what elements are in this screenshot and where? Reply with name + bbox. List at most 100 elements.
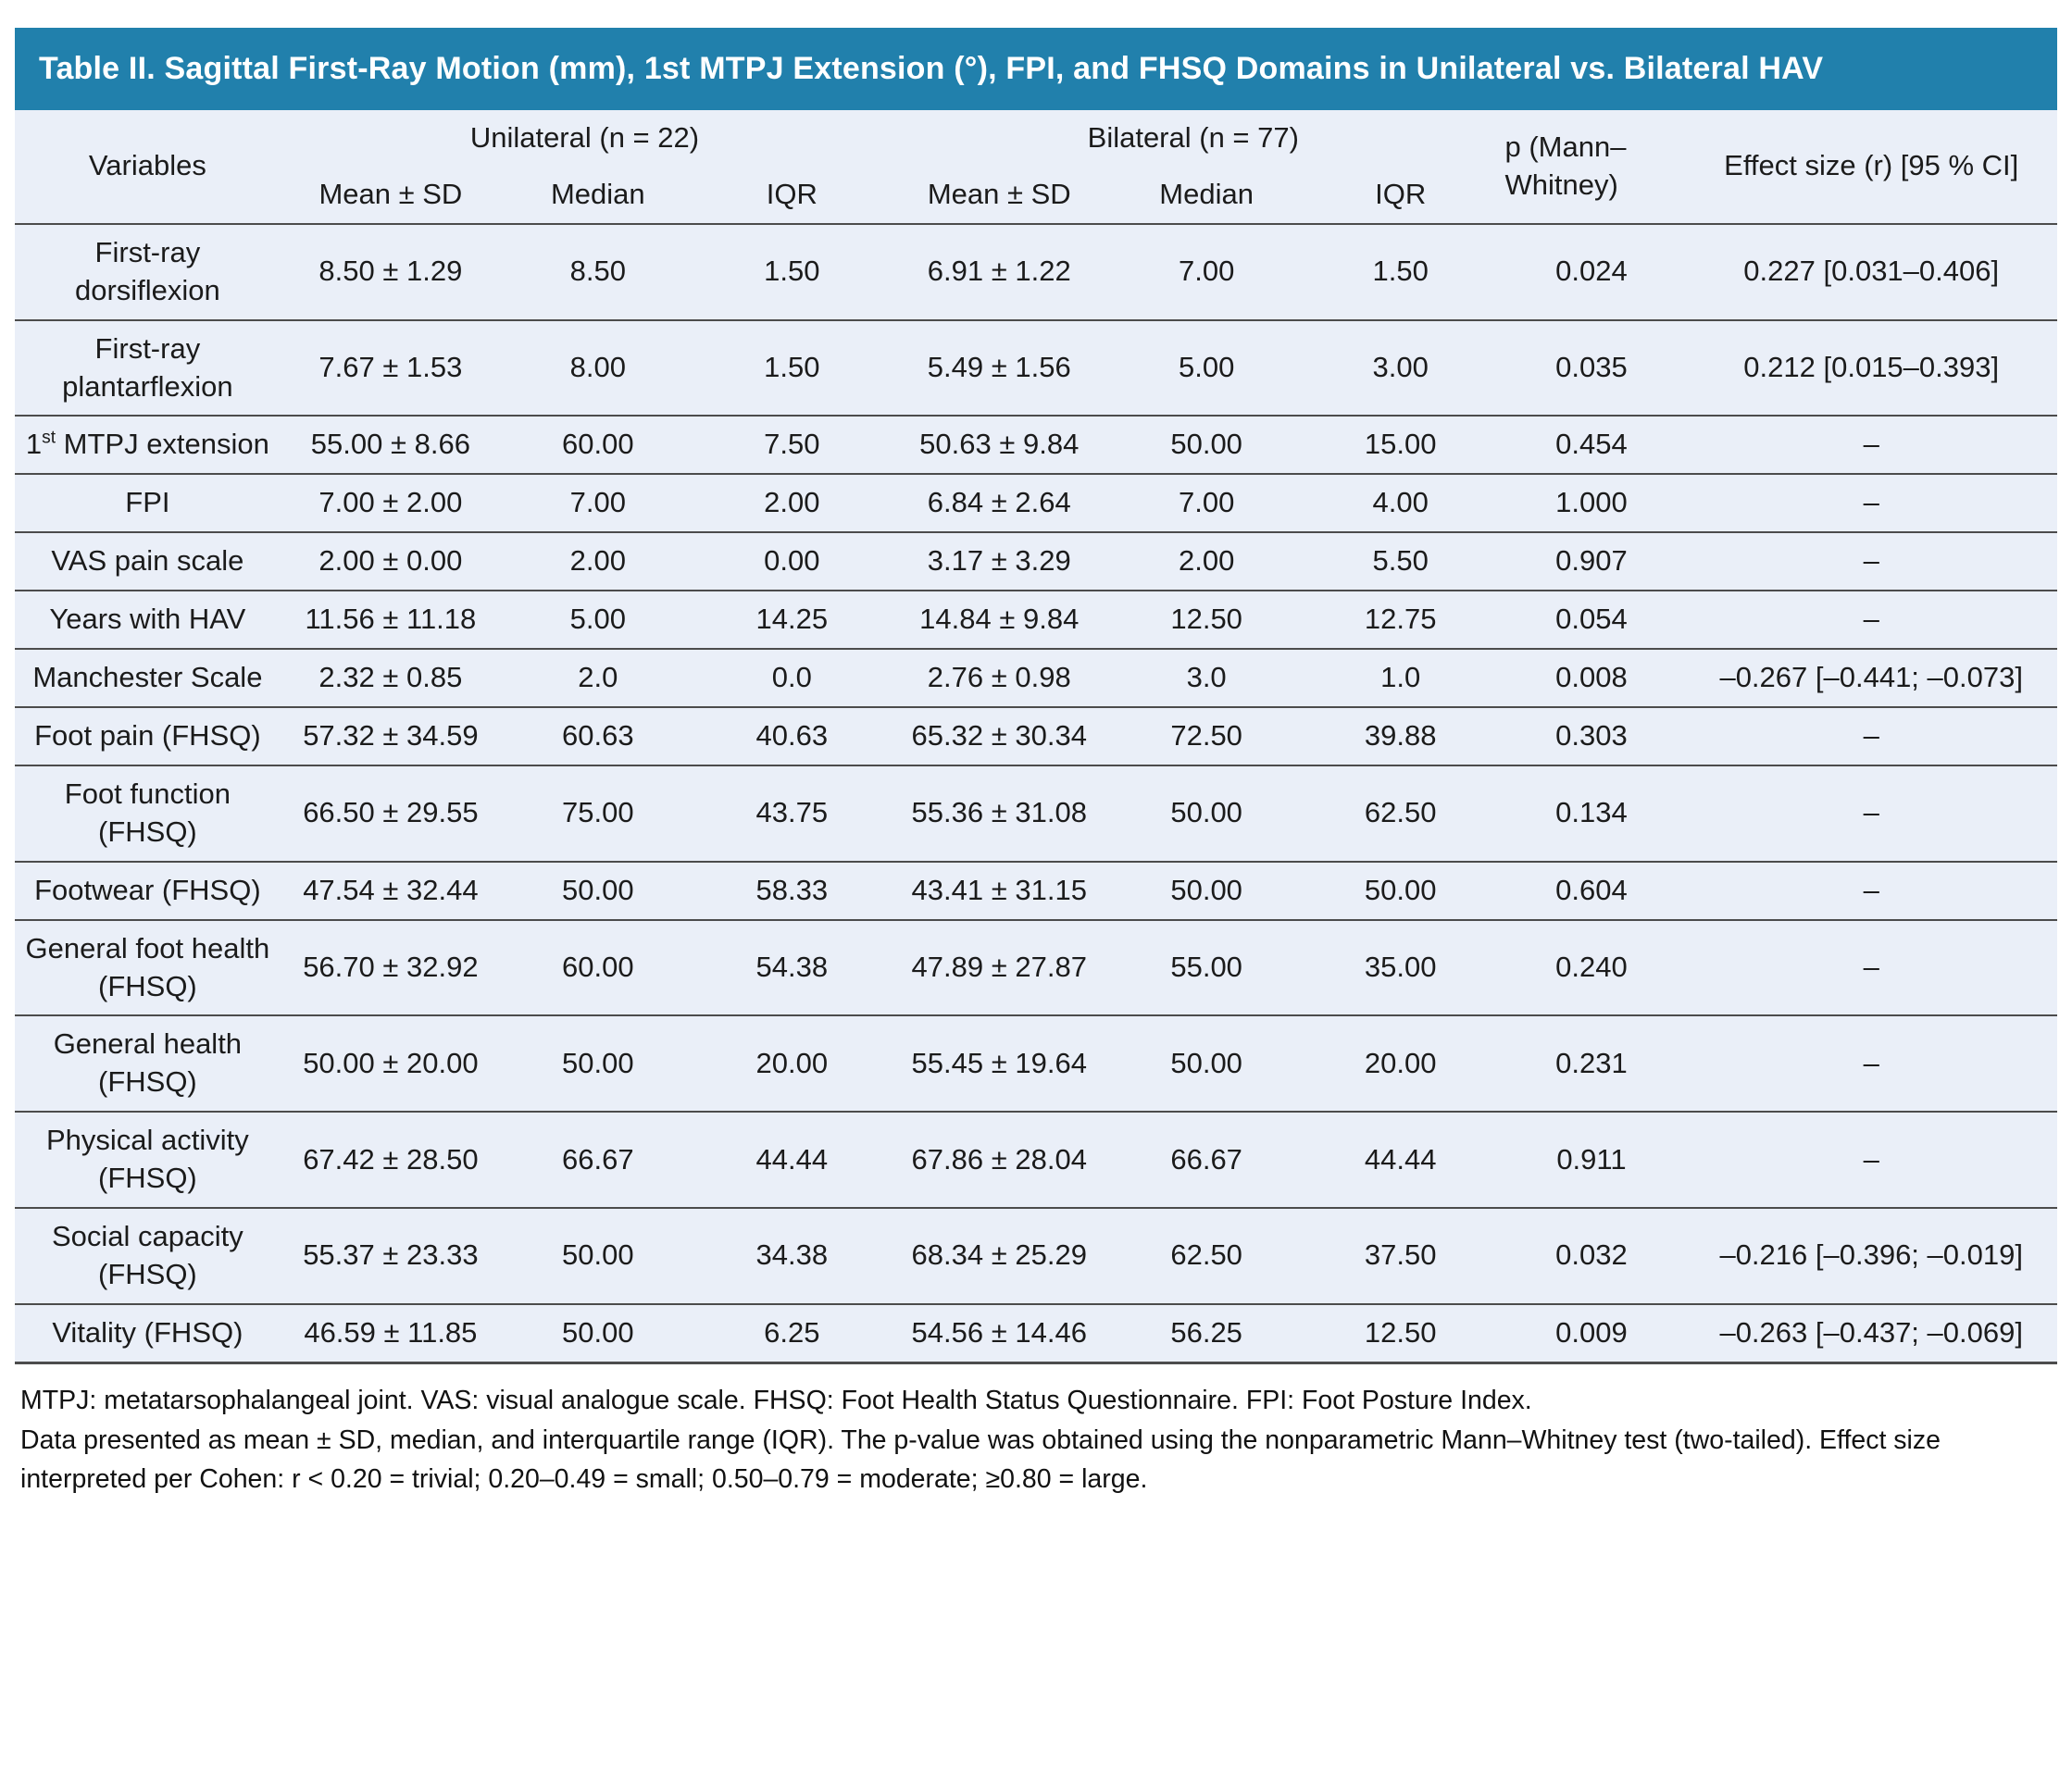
cell-uni-median: 2.0: [578, 661, 618, 694]
table-row: General health (FHSQ) 50.00 ± 20.00 50.00 2…: [15, 1015, 2057, 1113]
cell-variable: VAS pain scale: [51, 544, 244, 578]
table-row: Manchester Scale 2.32 ± 0.85 2.0 0.0 2.76 ± …: [15, 649, 2057, 707]
cell-uni-mean-sd: 11.56 ± 11.18: [305, 603, 477, 636]
cell-uni-mean-sd: 7.00 ± 2.00: [318, 486, 463, 519]
cell-bi-iqr: 50.00: [1364, 873, 1437, 906]
column-group-unilateral: Unilateral (n = 22): [469, 121, 700, 154]
cell-uni-mean-sd: 7.67 ± 1.53: [318, 351, 463, 384]
cell-uni-iqr: 1.50: [764, 351, 820, 384]
cell-effect-size: –: [1863, 951, 1879, 984]
header-sub-row: Mean ± SD Median IQR Mean ± SD Median IQ…: [15, 167, 2057, 224]
cell-uni-median: 60.00: [561, 951, 634, 984]
footnote-abbreviations: MTPJ: metatarsophalangeal joint. VAS: vi…: [20, 1385, 1532, 1415]
table-row: First-ray dorsiflexion 8.50 ± 1.29 8.50 1.5…: [15, 224, 2057, 320]
cell-uni-median: 60.00: [561, 428, 634, 461]
header-group-row: Variables Unilateral (n = 22) Bilateral …: [15, 110, 2057, 201]
cell-p-value: 0.035: [1555, 351, 1628, 384]
cell-uni-iqr: 0.00: [764, 544, 820, 578]
cell-variable: FPI: [125, 486, 170, 519]
cell-bi-median: 50.00: [1170, 796, 1242, 829]
cell-variable: First-ray plantarflexion: [62, 331, 233, 403]
cell-p-value: 0.911: [1556, 1142, 1627, 1176]
cell-bi-mean-sd: 68.34 ± 25.29: [911, 1238, 1087, 1272]
cell-p-value: 0.134: [1555, 796, 1628, 829]
table-row: First-ray plantarflexion 7.67 ± 1.53 8.00 1…: [15, 320, 2057, 417]
cell-effect-size: –: [1863, 718, 1879, 752]
cell-bi-iqr: 15.00: [1364, 428, 1437, 461]
statistics-table: Variables Unilateral (n = 22) Bilateral …: [15, 110, 2057, 1364]
cell-bi-iqr: 12.75: [1364, 603, 1437, 636]
cell-uni-median: 50.00: [561, 1315, 634, 1349]
cell-bi-median: 7.00: [1178, 255, 1235, 288]
cell-bi-mean-sd: 14.84 ± 9.84: [919, 603, 1080, 636]
cell-p-value: 0.231: [1555, 1046, 1628, 1079]
cell-uni-iqr: 0.0: [771, 661, 812, 694]
cell-bi-iqr: 37.50: [1364, 1238, 1437, 1272]
p-header-text: p (Mann–Whitney): [1504, 131, 1627, 201]
column-header-effect-size: Effect size (r) [95 % CI]: [1724, 149, 2019, 182]
cell-uni-median: 7.00: [569, 486, 626, 519]
cell-uni-iqr: 2.00: [764, 486, 820, 519]
table-row: VAS pain scale 2.00 ± 0.00 2.00 0.00 3.17 ± …: [15, 532, 2057, 591]
cell-bi-mean-sd: 6.91 ± 1.22: [927, 255, 1071, 288]
table-header: Variables Unilateral (n = 22) Bilateral …: [15, 110, 2057, 224]
cell-uni-mean-sd: 46.59 ± 11.85: [304, 1315, 478, 1349]
cell-p-value: 0.240: [1555, 951, 1628, 984]
table-footnotes: MTPJ: metatarsophalangeal joint. VAS: vi…: [15, 1364, 2057, 1499]
cell-uni-mean-sd: 66.50 ± 29.55: [303, 796, 479, 829]
cell-uni-median: 50.00: [561, 1238, 634, 1272]
cell-bi-mean-sd: 50.63 ± 9.84: [919, 428, 1080, 461]
cell-bi-median: 50.00: [1170, 1046, 1242, 1079]
cell-bi-median: 5.00: [1178, 351, 1235, 384]
cell-p-value: 0.024: [1555, 255, 1628, 288]
cell-uni-median: 8.00: [569, 351, 626, 384]
cell-bi-median: 72.50: [1170, 718, 1242, 752]
cell-variable: Manchester Scale: [32, 661, 263, 694]
cell-bi-mean-sd: 3.17 ± 3.29: [927, 544, 1071, 578]
cell-uni-iqr: 43.75: [755, 796, 829, 829]
cell-uni-mean-sd: 8.50 ± 1.29: [318, 255, 463, 288]
cell-bi-mean-sd: 55.36 ± 31.08: [911, 796, 1087, 829]
cell-effect-size: –: [1863, 1046, 1879, 1079]
cell-uni-iqr: 1.50: [764, 255, 820, 288]
table-row: Social capacity (FHSQ) 55.37 ± 23.33 50.00…: [15, 1208, 2057, 1304]
ordinal-superscript: st: [42, 429, 56, 449]
subheader-uni-iqr: IQR: [766, 177, 818, 210]
column-group-bilateral: Bilateral (n = 77): [1087, 121, 1299, 154]
cell-uni-iqr: 54.38: [755, 951, 829, 984]
cell-p-value: 0.054: [1555, 603, 1628, 636]
column-header-variables: Variables: [88, 149, 206, 182]
cell-bi-iqr: 1.50: [1372, 255, 1429, 288]
cell-bi-iqr: 39.88: [1364, 718, 1437, 752]
cell-bi-median: 7.00: [1178, 486, 1235, 519]
cell-uni-iqr: 6.25: [764, 1315, 820, 1349]
cell-effect-size: –: [1863, 873, 1879, 906]
cell-uni-iqr: 20.00: [755, 1046, 829, 1079]
subheader-uni-median: Median: [550, 177, 645, 210]
cell-uni-iqr: 34.38: [755, 1238, 829, 1272]
cell-uni-median: 5.00: [569, 603, 626, 636]
cell-variable: Years with HAV: [49, 603, 246, 636]
cell-variable: Footwear (FHSQ): [34, 873, 261, 906]
cell-bi-mean-sd: 47.89 ± 27.87: [911, 951, 1087, 984]
cell-bi-iqr: 3.00: [1372, 351, 1429, 384]
cell-effect-size: –: [1863, 486, 1879, 519]
cell-bi-mean-sd: 65.32 ± 30.34: [911, 718, 1087, 752]
table-row: Vitality (FHSQ) 46.59 ± 11.85 50.00 6.25 54.…: [15, 1304, 2057, 1363]
cell-uni-median: 75.00: [561, 796, 634, 829]
cell-bi-mean-sd: 55.45 ± 19.64: [911, 1046, 1087, 1079]
cell-uni-iqr: 58.33: [755, 873, 829, 906]
cell-bi-median: 2.00: [1178, 544, 1235, 578]
cell-p-value: 1.000: [1555, 486, 1628, 519]
cell-uni-mean-sd: 47.54 ± 32.44: [303, 873, 479, 906]
cell-uni-iqr: 40.63: [755, 718, 829, 752]
cell-uni-median: 8.50: [569, 255, 626, 288]
cell-bi-mean-sd: 43.41 ± 31.15: [911, 873, 1087, 906]
footnote-methods: Data presented as mean ± SD, median, and…: [20, 1424, 1941, 1495]
cell-bi-iqr: 20.00: [1364, 1046, 1437, 1079]
subheader-uni-mean-sd: Mean ± SD: [318, 177, 463, 210]
cell-effect-size: –0.263 [–0.437; –0.069]: [1719, 1315, 2023, 1349]
cell-effect-size: –: [1863, 603, 1879, 636]
cell-bi-iqr: 62.50: [1364, 796, 1437, 829]
cell-uni-median: 60.63: [561, 718, 634, 752]
